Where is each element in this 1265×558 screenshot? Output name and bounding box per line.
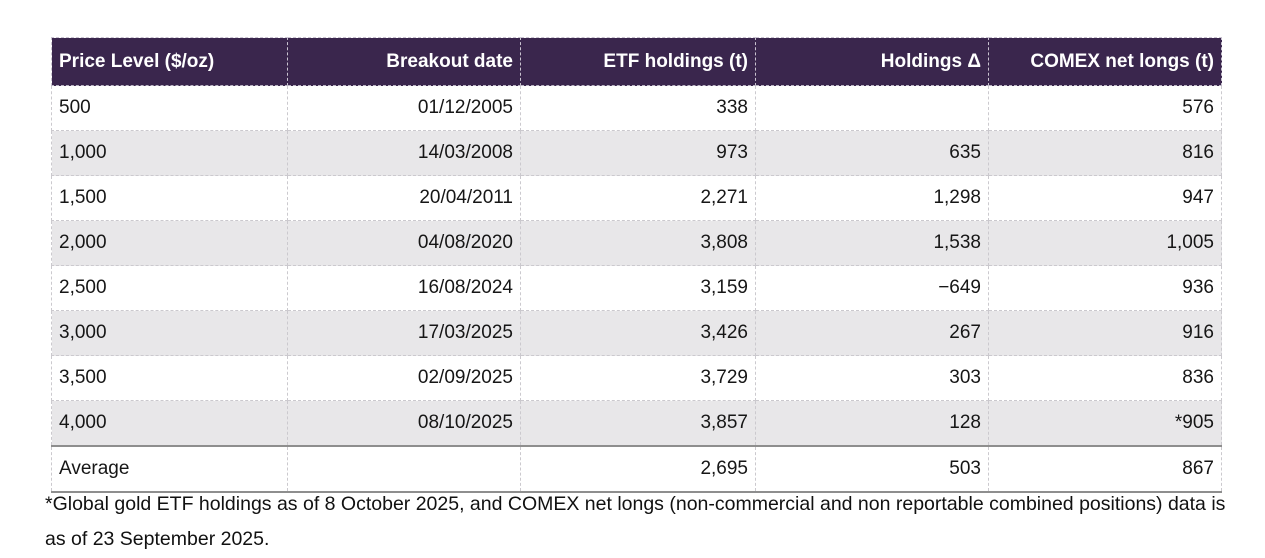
table-cell: 1,538 [755, 220, 989, 266]
breakout-table: Price Level ($/oz) Breakout date ETF hol… [51, 37, 1222, 493]
table-cell: 1,005 [988, 220, 1222, 266]
table-row: 3,000 17/03/2025 3,426 267 916 [51, 310, 1222, 356]
table-cell: 3,159 [520, 265, 756, 311]
table-cell: 2,271 [520, 175, 756, 221]
table-cell: 20/04/2011 [287, 175, 521, 221]
table-cell: 17/03/2025 [287, 310, 521, 356]
table-row: 3,500 02/09/2025 3,729 303 836 [51, 355, 1222, 401]
table-cell: 16/08/2024 [287, 265, 521, 311]
table-cell: 04/08/2020 [287, 220, 521, 266]
col-header-comex-net-longs: COMEX net longs (t) [988, 37, 1222, 86]
table-cell: 14/03/2008 [287, 130, 521, 176]
table-cell: 3,426 [520, 310, 756, 356]
table-cell: 4,000 [51, 400, 288, 447]
table-cell: 1,298 [755, 175, 989, 221]
table-cell: *905 [988, 400, 1222, 447]
table-cell: 2,695 [520, 445, 756, 493]
table-cell: 3,500 [51, 355, 288, 401]
table-row: 1,000 14/03/2008 973 635 816 [51, 130, 1222, 176]
col-header-etf-holdings: ETF holdings (t) [520, 37, 756, 86]
table-cell: 3,857 [520, 400, 756, 447]
table-cell: 3,729 [520, 355, 756, 401]
table-body: 500 01/12/2005 338 576 1,000 14/03/2008 973 635… [51, 85, 1222, 493]
table-cell: 08/10/2025 [287, 400, 521, 447]
table-cell: 916 [988, 310, 1222, 356]
table-cell: 1,500 [51, 175, 288, 221]
table-cell: 01/12/2005 [287, 85, 521, 131]
footnote: *Global gold ETF holdings as of 8 Octobe… [45, 493, 1226, 550]
table-header: Price Level ($/oz) Breakout date ETF hol… [51, 37, 1222, 86]
table-cell: 267 [755, 310, 989, 356]
table-cell: 947 [988, 175, 1222, 221]
table-cell: 303 [755, 355, 989, 401]
table-row: 2,500 16/08/2024 3,159 −649 936 [51, 265, 1222, 311]
table-cell: 1,000 [51, 130, 288, 176]
table-row: Average 2,695 503 867 [51, 445, 1222, 493]
header-row: Price Level ($/oz) Breakout date ETF hol… [51, 37, 1222, 86]
table-cell: −649 [755, 265, 989, 311]
table-cell: 338 [520, 85, 756, 131]
table-cell: 836 [988, 355, 1222, 401]
table-cell: 576 [988, 85, 1222, 131]
table-row: 2,000 04/08/2020 3,808 1,538 1,005 [51, 220, 1222, 266]
col-header-price-level: Price Level ($/oz) [51, 37, 288, 86]
col-header-holdings-delta: Holdings Δ [755, 37, 989, 86]
table-cell [287, 445, 521, 493]
table-cell: Average [51, 445, 288, 493]
table-cell: 635 [755, 130, 989, 176]
table-row: 1,500 20/04/2011 2,271 1,298 947 [51, 175, 1222, 221]
col-header-breakout-date: Breakout date [287, 37, 521, 86]
table-cell: 2,000 [51, 220, 288, 266]
table-cell: 973 [520, 130, 756, 176]
table-cell: 816 [988, 130, 1222, 176]
table-row: 500 01/12/2005 338 576 [51, 85, 1222, 131]
table-cell: 3,808 [520, 220, 756, 266]
table-row: 4,000 08/10/2025 3,857 128 *905 [51, 400, 1222, 447]
table-cell: 867 [988, 445, 1222, 493]
table-cell: 3,000 [51, 310, 288, 356]
table-cell [755, 85, 989, 131]
table-cell: 500 [51, 85, 288, 131]
table-cell: 503 [755, 445, 989, 493]
table-cell: 02/09/2025 [287, 355, 521, 401]
table-cell: 128 [755, 400, 989, 447]
table-cell: 936 [988, 265, 1222, 311]
table-cell: 2,500 [51, 265, 288, 311]
